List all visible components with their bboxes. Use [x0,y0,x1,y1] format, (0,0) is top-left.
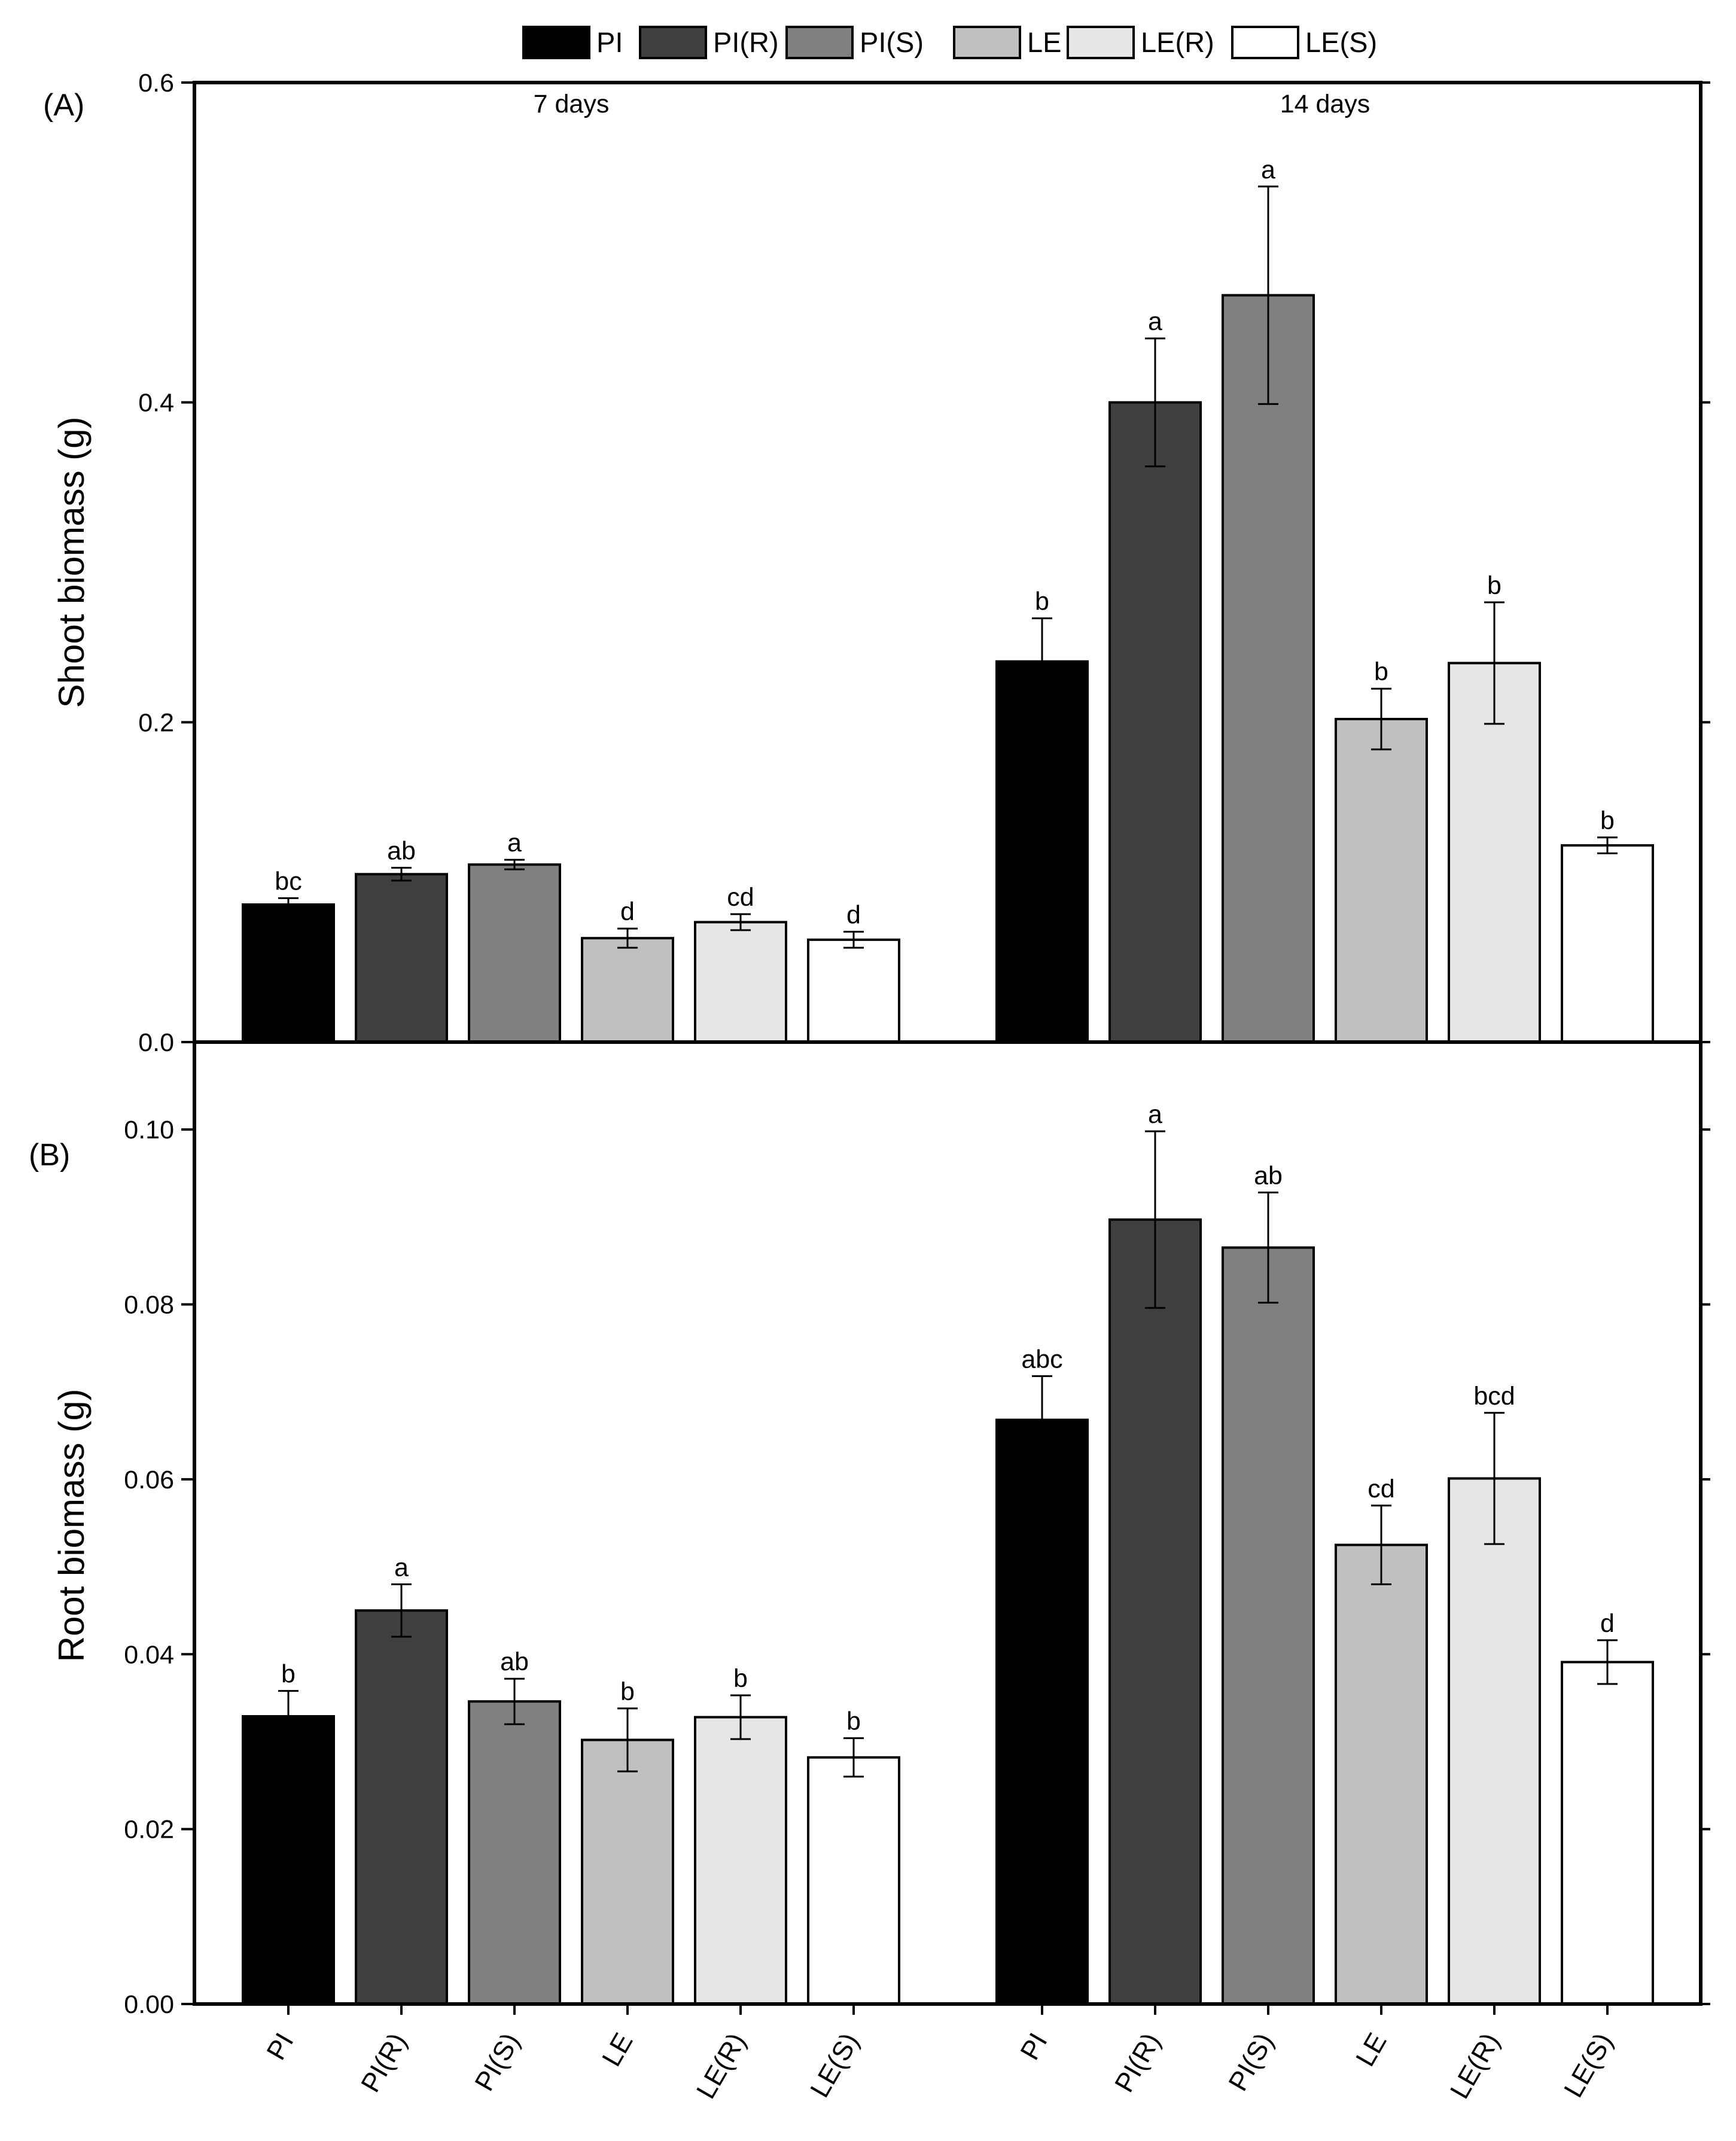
y-tick-label-a-2: 0.4 [138,389,174,418]
plot-frame [193,81,1703,2006]
bar-b-1-1 [1108,1218,1202,2005]
bar-b-0-5 [807,1756,900,2006]
significance-letter-b-1-5: d [1600,1609,1615,1638]
bar-a-0-1 [355,873,448,1044]
y-axis-title-a: Shoot biomass (g) [51,417,92,708]
y-tick-label-a-3: 0.6 [138,69,174,98]
significance-letter-b-0-0: b [281,1660,296,1689]
x-category-label-0-2: PI(S) [468,2028,525,2096]
bar-a-1-3 [1335,717,1428,1043]
significance-letter-a-1-4: b [1487,571,1502,600]
y-tick-label-b-5: 0.10 [124,1116,174,1144]
significance-letter-a-0-0: bc [275,867,301,896]
bar-b-1-5 [1561,1661,1654,2006]
bar-b-0-2 [468,1700,561,2006]
bar-a-1-5 [1561,844,1654,1044]
significance-letter-b-1-0: abc [1021,1345,1062,1373]
y-tick-label-a-1: 0.2 [138,708,174,737]
bar-b-0-1 [355,1609,448,2006]
legend-label-0: PI [596,26,623,58]
panel-label-a: (A) [43,88,84,123]
x-category-label-0-1: PI(R) [355,2028,413,2097]
x-category-label-1-0: PI [1014,2028,1053,2065]
y-tick-label-a-0: 0.0 [138,1028,174,1057]
legend-label-4: LE(R) [1141,26,1214,58]
panel-b: 0.00 0.02 0.04 0.06 0.08 0.10 Root biomass (g)… [29,1100,1710,2104]
x-category-label-1-4: LE(R) [1444,2028,1506,2104]
significance-letter-b-0-2: ab [500,1647,529,1676]
significance-letter-b-0-5: b [846,1707,861,1736]
significance-letter-a-1-3: b [1374,657,1388,686]
x-category-label-0-3: LE [596,2028,639,2072]
significance-letter-a-0-4: cd [727,883,754,912]
x-category-label-1-1: PI(R) [1108,2028,1167,2097]
significance-letter-b-0-4: b [733,1664,748,1693]
significance-letter-a-0-1: ab [387,837,416,866]
legend-swatch-4 [1067,26,1135,59]
significance-letter-b-1-4: bcd [1473,1382,1515,1411]
legend-swatch-3 [953,26,1021,59]
legend-swatch-2 [785,26,854,59]
bar-a-1-2 [1222,294,1315,1043]
legend-swatch-5 [1231,26,1299,59]
legend-label-3: LE [1027,26,1062,58]
bar-a-0-4 [694,921,787,1043]
legend-swatch-0 [522,26,590,59]
x-category-label-0-5: LE(S) [804,2028,865,2103]
legend-label-5: LE(S) [1305,26,1377,58]
x-category-label-0-0: PI [260,2028,299,2065]
panel-label-b: (B) [29,1138,70,1172]
bar-a-0-0 [242,903,335,1044]
significance-letter-a-0-2: a [507,829,522,857]
bar-a-1-1 [1108,401,1202,1044]
y-axis-title-b: Root biomass (g) [51,1389,92,1662]
legend-label-1: PI(R) [713,26,779,58]
significance-letter-b-1-1: a [1148,1100,1162,1129]
bar-b-0-0 [242,1715,335,2005]
y-tick-label-b-1: 0.02 [124,1816,174,1844]
bar-b-1-2 [1222,1246,1315,2006]
x-category-label-1-3: LE [1350,2028,1393,2072]
y-tick-label-b-0: 0.00 [124,1990,174,2019]
bar-b-1-4 [1448,1477,1541,2005]
legend: PI PI(R) PI(S) LE LE(R) LE(S) [522,26,1377,59]
bar-a-0-3 [581,937,674,1043]
significance-letter-b-1-2: ab [1254,1161,1283,1190]
x-category-label-1-2: PI(S) [1222,2028,1279,2096]
y-tick-label-b-4: 0.08 [124,1291,174,1320]
bar-b-1-0 [995,1418,1089,2005]
significance-letter-a-1-1: a [1148,307,1162,336]
y-tick-label-b-2: 0.04 [124,1640,174,1669]
significance-letter-a-0-3: d [620,897,635,926]
significance-letter-a-1-5: b [1600,806,1615,835]
significance-letter-b-1-3: cd [1368,1475,1394,1503]
bar-a-1-0 [995,660,1089,1044]
significance-letter-b-0-3: b [620,1677,635,1706]
significance-letter-a-1-2: a [1261,156,1275,184]
x-category-label-1-5: LE(S) [1558,2028,1619,2103]
group-label-1: 14 days [1280,90,1370,118]
group-label-0: 7 days [534,90,610,118]
x-category-label-0-4: LE(R) [690,2028,752,2104]
legend-label-2: PI(S) [860,26,924,58]
legend-swatch-1 [639,26,707,59]
bar-b-0-4 [694,1716,787,2006]
significance-letter-b-0-1: a [394,1553,409,1582]
y-tick-label-b-3: 0.06 [124,1466,174,1494]
bar-a-1-4 [1448,662,1541,1044]
bar-a-0-5 [807,938,900,1043]
significance-letter-a-1-0: b [1035,587,1049,616]
significance-letter-a-0-5: d [846,901,861,930]
bar-a-0-2 [468,863,561,1043]
bar-b-1-3 [1335,1543,1428,2005]
bar-b-0-3 [581,1738,674,2006]
